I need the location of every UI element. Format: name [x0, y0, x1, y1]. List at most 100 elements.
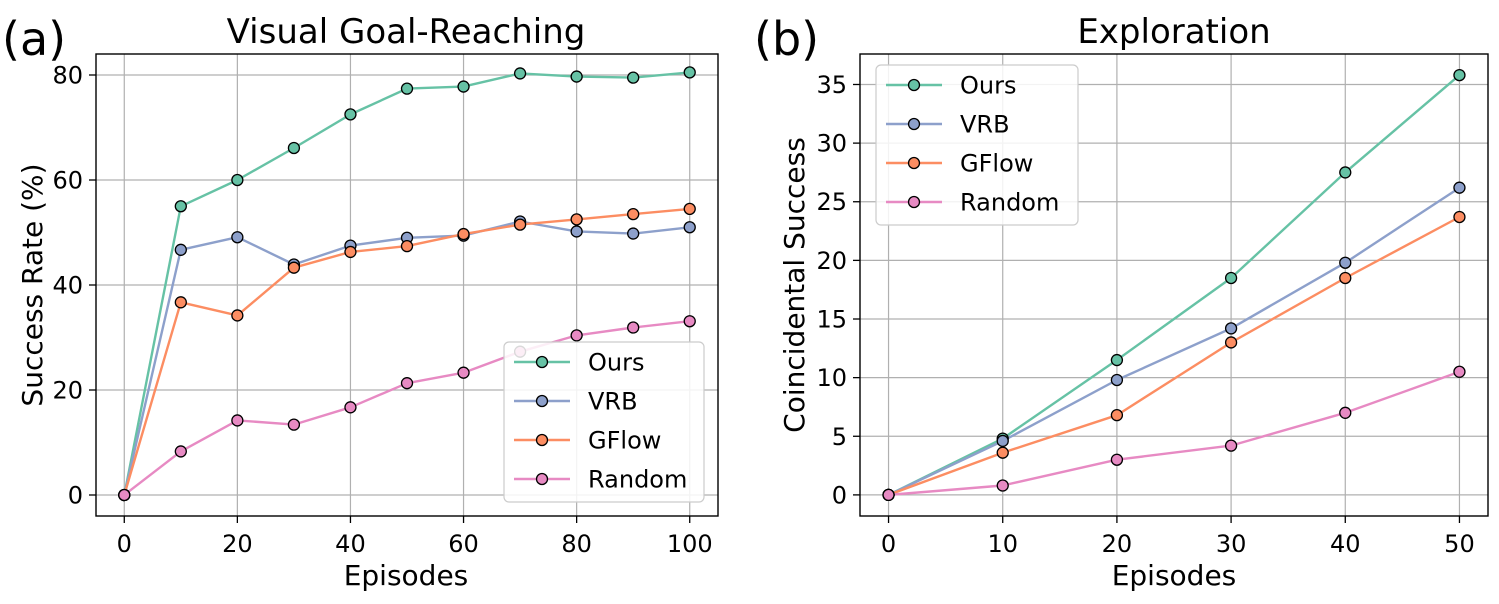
- data-point-gflow: [1453, 210, 1466, 224]
- data-point-gflow: [513, 218, 527, 231]
- data-point-ours: [513, 67, 527, 80]
- y-tick-label: 0: [68, 482, 83, 510]
- data-point-gflow: [287, 261, 301, 274]
- y-axis-label: Coincidental Success: [778, 137, 811, 433]
- data-point-gflow: [457, 227, 470, 241]
- data-point-ours: [400, 82, 414, 95]
- x-tick-label: 40: [1330, 530, 1361, 558]
- ticks: 0 10 20 30 40 50 0 5 10 15 20 25 30 35: [816, 71, 1474, 558]
- legend-item-vrb: VRB: [514, 388, 638, 416]
- legend-swatch-marker: [907, 156, 921, 170]
- plot-frame: [95, 53, 719, 517]
- legend-label: Random: [588, 466, 687, 494]
- legend: Ours VRB GFlow Random: [875, 64, 1079, 226]
- y-tick-label: 5: [832, 423, 847, 451]
- data-point-gflow: [996, 446, 1009, 459]
- y-tick-label: 25: [816, 188, 847, 216]
- chart-title: Exploration: [1077, 12, 1270, 52]
- data-point-random: [1224, 439, 1238, 452]
- x-tick-label: 0: [881, 530, 896, 558]
- data-point-gflow: [344, 245, 357, 259]
- y-tick-label: 80: [52, 62, 83, 90]
- y-tick-label: 40: [52, 272, 83, 300]
- legend-item-ours: Ours: [886, 72, 1016, 100]
- data-point-gflow: [627, 207, 640, 221]
- data-point-vrb: [1110, 373, 1124, 387]
- x-tick-label: 60: [448, 530, 479, 558]
- legend: Ours VRB GFlow Random: [503, 341, 705, 503]
- legend-box: [503, 341, 705, 503]
- ticks: 0 20 40 60 80 100 0 20 40 60 80: [52, 62, 712, 559]
- y-tick-label: 20: [52, 377, 83, 405]
- legend-box: [875, 64, 1079, 226]
- x-tick-label: 40: [335, 530, 366, 558]
- panel-label: (b): [754, 12, 819, 66]
- data-point-ours: [174, 200, 187, 213]
- data-point-vrb: [570, 225, 583, 238]
- legend-label: Ours: [960, 72, 1016, 100]
- data-point-ours: [1110, 353, 1124, 367]
- legend-swatch-marker: [535, 355, 549, 369]
- data-point-vrb: [174, 243, 187, 256]
- x-axis-label: Episodes: [1112, 559, 1237, 592]
- data-point-vrb: [683, 221, 696, 234]
- data-point-gflow: [683, 202, 696, 216]
- legend-item-random: Random: [886, 189, 1059, 217]
- legend-label: VRB: [588, 388, 638, 416]
- y-tick-label: 0: [832, 481, 847, 509]
- y-tick-label: 10: [816, 364, 847, 392]
- y-axis-label: Success Rate (%): [16, 163, 49, 406]
- data-point-vrb: [231, 231, 244, 244]
- data-point-random: [118, 488, 131, 502]
- data-point-random: [287, 418, 301, 431]
- legend-swatch-marker: [907, 117, 921, 131]
- legend-item-gflow: GFlow: [514, 427, 661, 455]
- data-point-random: [996, 479, 1009, 492]
- legend-item-vrb: VRB: [886, 111, 1010, 139]
- x-tick-label: 30: [1216, 530, 1247, 558]
- data-point-ours: [1453, 68, 1466, 82]
- y-tick-label: 30: [816, 130, 847, 158]
- series-line-gflow: [888, 215, 1461, 497]
- legend-item-random: Random: [514, 466, 687, 494]
- data-point-gflow: [174, 296, 187, 309]
- data-point-ours: [457, 80, 470, 93]
- panel-label: (a): [2, 12, 66, 66]
- x-tick-label: 0: [117, 530, 132, 558]
- y-tick-label: 20: [816, 247, 847, 275]
- grid: [96, 54, 718, 516]
- legend-item-ours: Ours: [514, 349, 644, 377]
- data-point-gflow: [570, 213, 583, 226]
- x-tick-label: 50: [1444, 530, 1475, 558]
- legend-swatch-marker: [535, 433, 549, 447]
- x-axis-label: Episodes: [344, 559, 469, 592]
- x-tick-label: 100: [667, 530, 713, 558]
- x-tick-label: 10: [987, 530, 1018, 558]
- data-point-ours: [287, 141, 301, 155]
- series-line-vrb: [887, 186, 1461, 496]
- series-lines: [887, 74, 1461, 497]
- data-point-vrb: [1339, 256, 1352, 269]
- data-point-random: [400, 377, 414, 390]
- data-point-random: [174, 445, 187, 458]
- data-point-random: [882, 488, 895, 502]
- data-point-gflow: [1110, 409, 1124, 422]
- data-point-gflow: [231, 309, 244, 322]
- data-point-ours: [627, 71, 640, 84]
- legend-swatch-marker: [907, 78, 921, 92]
- x-tick-label: 80: [561, 530, 592, 558]
- y-tick-label: 60: [52, 167, 83, 195]
- data-point-random: [683, 315, 696, 328]
- data-point-vrb: [1453, 181, 1466, 194]
- series-line-random: [888, 370, 1460, 497]
- data-point-random: [627, 321, 640, 334]
- data-point-random: [1110, 453, 1124, 466]
- data-point-gflow: [1339, 271, 1352, 285]
- data-point-vrb: [627, 227, 640, 240]
- data-point-random: [570, 329, 583, 342]
- data-point-gflow: [400, 239, 414, 253]
- legend-label: GFlow: [960, 150, 1033, 178]
- data-point-ours: [683, 66, 696, 79]
- x-tick-label: 20: [222, 530, 253, 558]
- grid: [860, 54, 1488, 516]
